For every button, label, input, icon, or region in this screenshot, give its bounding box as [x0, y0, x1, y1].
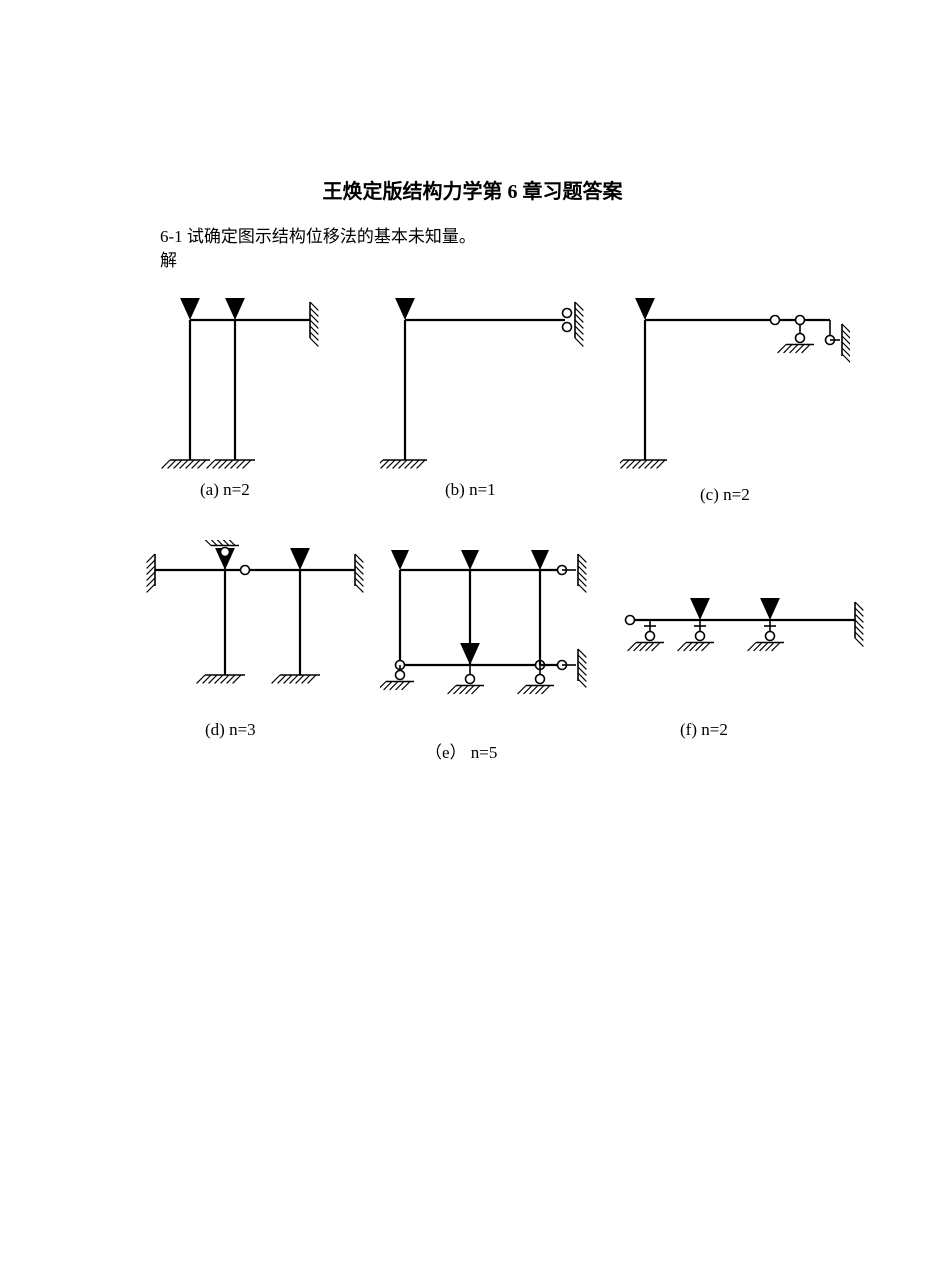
diagram-b — [380, 280, 590, 470]
caption-f: (f) n=2 — [680, 720, 728, 740]
diagram-e — [380, 550, 595, 720]
diagram-c — [620, 280, 850, 470]
caption-e: （e） n=5 — [425, 738, 497, 763]
caption-c: (c) n=2 — [700, 485, 750, 505]
diagram-f — [620, 595, 870, 675]
problem-statement: 6-1 试确定图示结构位移法的基本未知量。 — [160, 222, 476, 247]
page-title: 王焕定版结构力学第 6 章习题答案 — [0, 175, 945, 204]
diagram-d — [145, 540, 365, 710]
diagram-a — [160, 280, 350, 470]
caption-d: (d) n=3 — [205, 720, 256, 740]
caption-a: (a) n=2 — [200, 480, 250, 500]
caption-b: (b) n=1 — [445, 480, 496, 500]
page: 王焕定版结构力学第 6 章习题答案 6-1 试确定图示结构位移法的基本未知量。 … — [0, 0, 945, 1282]
solution-label: 解 — [160, 246, 177, 271]
